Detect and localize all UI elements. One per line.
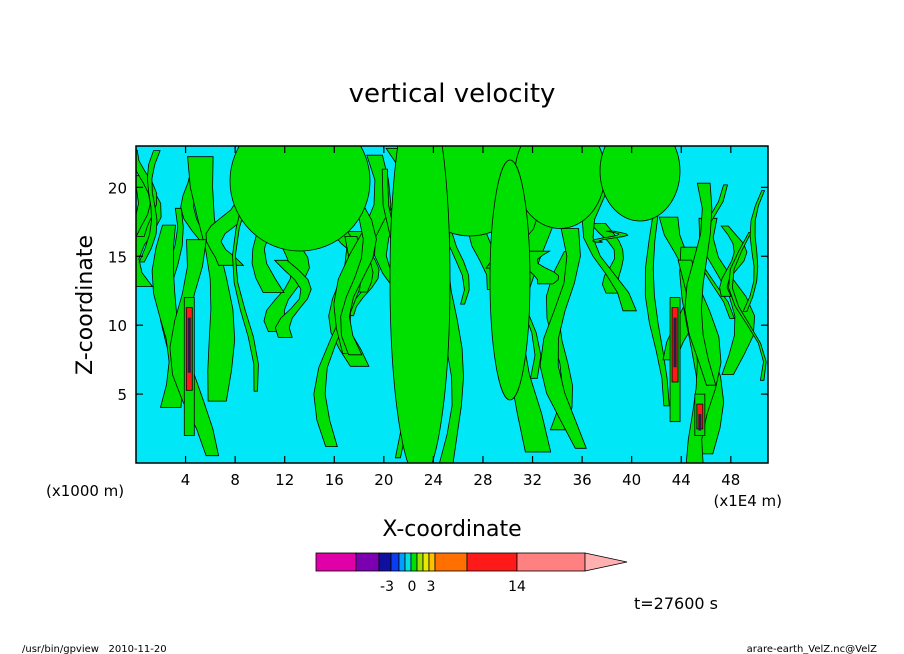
colorbar-segment <box>410 552 418 572</box>
contour-region <box>229 146 371 252</box>
x-axis-label: X-coordinate <box>382 517 521 542</box>
contour-band <box>232 173 259 392</box>
contour-band <box>539 228 587 449</box>
y-axis-label: Z-coordinate <box>73 235 98 375</box>
updraft-core-center <box>698 414 702 431</box>
time-label: t=27600 s <box>634 594 718 613</box>
x-tick-label: 8 <box>230 471 240 489</box>
x-tick-label: 48 <box>721 471 740 489</box>
contour-band <box>138 150 161 263</box>
x-tick-label: 16 <box>325 471 344 489</box>
x-tick-label: 36 <box>573 471 592 489</box>
colorbar-segment <box>404 552 412 572</box>
updraft-cores <box>183 297 706 436</box>
contour-region <box>599 146 681 222</box>
contour-band <box>698 217 756 376</box>
y-tick-label: 5 <box>117 386 127 404</box>
contour-band <box>684 182 717 386</box>
x-unit-right: (x1E4 m) <box>713 492 782 510</box>
colorbar-segment <box>390 552 400 572</box>
colorbar-tick-label: 0 <box>408 579 417 595</box>
colorbar-tick-labels: -3 0 3 14 <box>380 579 526 595</box>
y-axis-ticks: 5 10 15 20 <box>108 179 768 404</box>
colorbar <box>315 552 628 572</box>
footer-left: /usr/bin/gpview 2010-11-20 <box>22 644 167 654</box>
y-tick-label: 10 <box>108 317 127 335</box>
y-tick-label: 20 <box>108 179 127 197</box>
colorbar-segment <box>466 552 518 572</box>
contour-band <box>728 231 767 381</box>
updraft-core-center <box>673 317 677 368</box>
colorbar-segment <box>422 552 430 572</box>
plot-frame <box>135 145 769 464</box>
colorbar-tick-label: 14 <box>508 579 526 595</box>
x-tick-label: 28 <box>473 471 492 489</box>
colorbar-segment <box>315 552 357 572</box>
x-tick-label: 12 <box>275 471 294 489</box>
contour-band <box>591 230 629 243</box>
x-tick-label: 32 <box>523 471 542 489</box>
chart-title: vertical velocity <box>349 79 556 109</box>
x-unit-left: (x1000 m) <box>46 482 124 500</box>
x-tick-label: 44 <box>672 471 691 489</box>
y-tick-label: 15 <box>108 248 127 266</box>
positive-velocity-bands <box>136 146 767 463</box>
x-tick-label: 20 <box>374 471 393 489</box>
contour-band <box>273 259 312 338</box>
colorbar-segment <box>428 552 436 572</box>
contour-band <box>742 190 766 312</box>
contour-band <box>340 200 377 356</box>
x-tick-label: 24 <box>424 471 443 489</box>
colorbar-segment <box>416 552 424 572</box>
x-tick-label: 4 <box>181 471 191 489</box>
contour-region <box>389 146 451 463</box>
colorbar-tick-label: -3 <box>380 579 394 595</box>
colorbar-tick-label: 3 <box>427 579 436 595</box>
contour-region <box>514 146 606 229</box>
contour-band <box>644 185 670 407</box>
footer-right: arare-earth_VelZ.nc@VelZ <box>747 644 878 654</box>
plot-area <box>136 146 768 463</box>
contour-region <box>489 159 531 401</box>
colorbar-segment <box>516 552 586 572</box>
colorbar-segment <box>434 552 468 572</box>
colorbar-segment <box>355 552 380 572</box>
colorbar-segment <box>398 552 406 572</box>
colorbar-arrow <box>584 552 628 572</box>
x-axis-ticks: 4 8 12 16 20 24 28 32 36 40 44 48 <box>181 146 740 489</box>
x-tick-label: 40 <box>622 471 641 489</box>
colorbar-segment <box>378 552 392 572</box>
updraft-core-center <box>187 317 191 373</box>
